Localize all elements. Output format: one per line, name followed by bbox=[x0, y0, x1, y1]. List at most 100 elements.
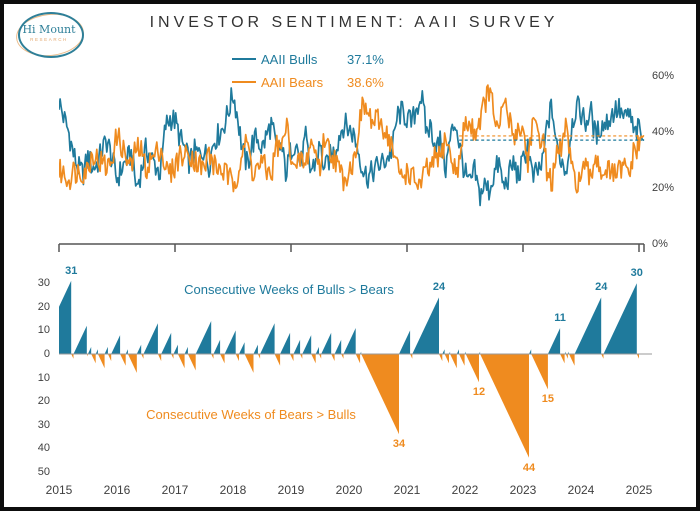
x-axis-year-label: 2021 bbox=[385, 483, 429, 497]
bears-streak-caption: Consecutive Weeks of Bears > Bulls bbox=[146, 407, 356, 422]
bear-streak-triangle bbox=[236, 354, 239, 361]
bear-streak-triangle bbox=[178, 354, 185, 368]
streak-label: 24 bbox=[595, 281, 607, 293]
streak-label: 44 bbox=[523, 462, 535, 474]
bull-streak-triangle bbox=[185, 347, 188, 354]
bull-streak-triangle bbox=[254, 345, 258, 354]
bear-streak-triangle bbox=[341, 354, 343, 359]
x-axis-year-label: 2020 bbox=[327, 483, 371, 497]
bear-streak-triangle bbox=[120, 354, 126, 366]
bear-streak-triangle bbox=[171, 354, 173, 359]
bear-streak-triangle bbox=[319, 354, 321, 359]
bull-streak-triangle bbox=[137, 345, 141, 354]
bear-streak-triangle bbox=[466, 354, 479, 382]
streak-label: 34 bbox=[393, 438, 405, 450]
y-axis-label-left: 40 bbox=[20, 442, 50, 454]
bear-streak-triangle bbox=[569, 354, 575, 366]
bear-streak-triangle bbox=[98, 354, 105, 368]
bear-streak-triangle bbox=[531, 354, 548, 389]
bulls-line bbox=[59, 88, 643, 205]
bull-streak-triangle bbox=[225, 330, 236, 354]
bull-streak-triangle bbox=[316, 347, 319, 354]
bear-streak-triangle bbox=[258, 354, 260, 359]
bull-streak-triangle bbox=[196, 321, 212, 354]
bear-streak-triangle bbox=[311, 354, 316, 363]
bear-streak-triangle bbox=[141, 354, 143, 359]
x-axis-year-label: 2018 bbox=[211, 483, 255, 497]
bear-streak-triangle bbox=[290, 354, 293, 361]
bull-streak-triangle bbox=[604, 283, 637, 354]
bull-streak-triangle bbox=[96, 349, 98, 354]
bull-streak-triangle bbox=[144, 323, 158, 354]
bull-streak-triangle bbox=[126, 349, 128, 354]
bull-streak-triangle bbox=[457, 349, 459, 354]
streak-label: 12 bbox=[473, 386, 485, 398]
streak-label: 30 bbox=[631, 267, 643, 279]
x-axis-year-label: 2017 bbox=[153, 483, 197, 497]
x-axis-year-label: 2023 bbox=[501, 483, 545, 497]
streak-label: 11 bbox=[554, 312, 566, 324]
bear-streak-triangle bbox=[601, 354, 603, 359]
x-axis-year-label: 2019 bbox=[269, 483, 313, 497]
chart-card: Hi Mount RESEARCH INVESTOR SENTIMENT: AA… bbox=[0, 0, 700, 511]
y-axis-label-right: 60% bbox=[652, 70, 674, 82]
bull-streak-triangle bbox=[111, 335, 120, 354]
bear-streak-triangle bbox=[275, 354, 281, 366]
bull-streak-triangle bbox=[260, 323, 275, 354]
bear-streak-triangle bbox=[445, 354, 449, 363]
bull-streak-triangle bbox=[302, 335, 311, 354]
bear-streak-triangle bbox=[356, 354, 360, 363]
top-chart-lines bbox=[59, 85, 643, 205]
bull-streak-triangle bbox=[239, 342, 245, 354]
bear-streak-triangle bbox=[450, 354, 457, 368]
x-axis-year-label: 2025 bbox=[617, 483, 661, 497]
y-axis-label-left: 50 bbox=[20, 466, 50, 478]
bull-streak-triangle bbox=[280, 333, 290, 354]
y-axis-label-left: 30 bbox=[20, 277, 50, 289]
bull-streak-triangle bbox=[294, 340, 301, 354]
bull-streak-triangle bbox=[575, 297, 602, 354]
bull-streak-triangle bbox=[161, 333, 171, 354]
bull-streak-triangle bbox=[344, 328, 356, 354]
y-axis-label-left: 0 bbox=[20, 348, 50, 360]
bear-streak-triangle bbox=[211, 354, 213, 359]
y-axis-label-right: 20% bbox=[652, 182, 674, 194]
bull-streak-triangle bbox=[88, 347, 91, 354]
x-axis-year-label: 2024 bbox=[559, 483, 603, 497]
bear-streak-triangle bbox=[331, 354, 334, 361]
bear-streak-triangle bbox=[361, 354, 399, 434]
bear-streak-triangle bbox=[188, 354, 196, 371]
bear-streak-triangle bbox=[300, 354, 302, 359]
y-axis-label-left: 10 bbox=[20, 324, 50, 336]
bull-streak-triangle bbox=[399, 330, 410, 354]
x-axis-year-label: 2015 bbox=[37, 483, 81, 497]
bear-streak-triangle bbox=[637, 354, 639, 359]
bulls-streak-caption: Consecutive Weeks of Bulls > Bears bbox=[184, 282, 394, 297]
bear-streak-triangle bbox=[220, 354, 225, 363]
streak-label: 24 bbox=[433, 281, 445, 293]
bull-streak-triangle bbox=[335, 340, 342, 354]
bear-streak-triangle bbox=[459, 354, 465, 366]
bull-streak-triangle bbox=[548, 328, 560, 354]
y-axis-label-left: 30 bbox=[20, 419, 50, 431]
y-axis-label-right: 40% bbox=[652, 126, 674, 138]
streak-label: 31 bbox=[65, 265, 77, 277]
bull-streak-triangle bbox=[321, 333, 331, 354]
bear-streak-triangle bbox=[410, 354, 412, 359]
y-axis-label-left: 20 bbox=[20, 301, 50, 313]
bear-streak-triangle bbox=[158, 354, 161, 361]
y-axis-label-right: 0% bbox=[652, 238, 668, 250]
y-axis-label-left: 20 bbox=[20, 395, 50, 407]
bull-streak-triangle bbox=[412, 297, 439, 354]
bear-streak-triangle bbox=[71, 354, 73, 359]
bear-streak-triangle bbox=[439, 354, 442, 361]
bear-streak-triangle bbox=[560, 354, 565, 363]
bear-streak-triangle bbox=[566, 354, 568, 359]
y-axis-label-left: 10 bbox=[20, 372, 50, 384]
x-axis-year-label: 2022 bbox=[443, 483, 487, 497]
bear-streak-triangle bbox=[245, 354, 254, 373]
bear-streak-triangle bbox=[108, 354, 111, 361]
bear-streak-triangle bbox=[91, 354, 96, 363]
bear-streak-triangle bbox=[480, 354, 529, 458]
bull-streak-triangle bbox=[529, 349, 531, 354]
